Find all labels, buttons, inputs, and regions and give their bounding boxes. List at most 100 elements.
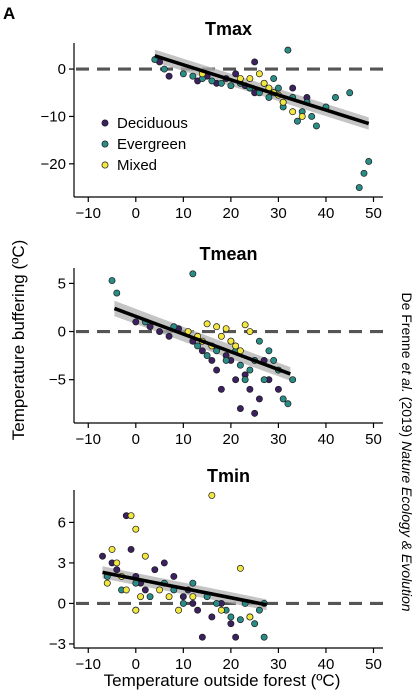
data-point-evergreen [260,376,268,384]
panel-title: Tmax [205,19,252,39]
data-point-evergreen [179,599,187,607]
data-point-evergreen [146,593,154,601]
data-point-deciduous [189,599,197,607]
x-tick-label: 40 [318,656,335,673]
data-point-deciduous [198,347,206,355]
data-point-evergreen [222,356,230,364]
y-tick-label: −20 [41,156,66,173]
data-point-mixed [189,593,197,601]
data-point-mixed [217,606,225,614]
data-point-deciduous [99,552,106,560]
data-point-evergreen [203,352,211,360]
side-credit: De Frenne et al. (2019) Nature Ecology &… [399,292,415,611]
data-point-evergreen [189,270,197,278]
data-point-mixed [298,112,306,120]
data-point-deciduous [289,84,297,92]
panel-tmax: Tmax −10 0 10 20 30 40 50 0 −10 −20 Deciduous Evergr… [41,19,383,222]
data-point-evergreen [213,599,221,607]
x-tick-label: 20 [223,431,240,448]
data-point-mixed [289,108,297,116]
x-tick-label: −10 [76,431,101,448]
data-point-mixed [132,525,140,533]
data-point-evergreen [293,117,301,125]
data-point-mixed [208,491,216,499]
data-point-mixed [241,321,249,329]
data-point-evergreen [274,84,282,92]
data-point-deciduous [208,613,216,621]
data-point-mixed [246,328,254,335]
data-point-evergreen [108,277,116,284]
data-point-mixed [137,593,145,601]
y-tick-label: −10 [41,108,66,125]
data-point-evergreen [284,46,292,54]
data-point-deciduous [217,385,225,393]
data-point-deciduous [198,633,206,641]
data-point-deciduous [113,566,121,574]
x-tick-label: 10 [175,205,192,222]
data-point-evergreen [289,376,297,384]
data-point-deciduous [127,545,135,553]
data-point-evergreen [236,616,244,624]
data-point-deciduous [246,385,254,393]
data-point-deciduous [236,405,244,413]
data-point-deciduous [232,376,240,384]
y-tick-label: 0 [58,324,66,341]
x-tick-label: −10 [76,205,101,222]
data-point-deciduous [141,586,149,594]
data-point-evergreen [332,94,339,101]
data-point-evergreen [227,613,235,621]
data-point-evergreen [346,89,354,97]
x-tick-label: 50 [365,205,382,222]
x-tick-label: −10 [76,656,101,673]
y-tick-label: 3 [58,555,66,572]
data-point-evergreen [160,65,168,73]
data-point-mixed [246,613,254,621]
data-point-deciduous [251,409,259,417]
data-point-deciduous [251,58,259,66]
data-point-evergreen [236,361,244,369]
legend-marker-mixed [101,161,109,169]
x-tick-label: 10 [175,656,192,673]
x-tick-label: 40 [318,431,335,448]
data-point-mixed [222,325,230,333]
legend-label-mixed: Mixed [117,157,157,174]
data-point-evergreen [284,400,292,408]
data-point-evergreen [113,289,121,297]
data-point-evergreen [365,158,373,165]
data-point-evergreen [279,395,287,403]
x-tick-label: 10 [175,431,192,448]
data-point-deciduous [165,332,173,340]
shared-x-axis-label: Temperature outside forest (ºC) [104,671,341,690]
data-point-evergreen [255,606,263,614]
y-tick-label: 6 [58,514,66,531]
legend-label-evergreen: Evergreen [117,136,186,153]
y-tick-label: 5 [58,275,66,292]
data-point-evergreen [208,77,216,85]
data-point-deciduous [151,566,159,574]
data-point-deciduous [232,633,240,641]
legend: Deciduous Evergreen Mixed [101,115,188,174]
y-tick-label: −5 [49,372,66,389]
panel-title: Tmean [199,244,257,264]
y-tick-label: −3 [49,636,66,653]
data-point-evergreen [312,122,320,130]
data-point-mixed [236,564,244,572]
x-tick-label: 30 [270,656,287,673]
data-point-evergreen [251,620,259,628]
data-point-mixed [156,586,164,594]
data-point-mixed [279,98,287,106]
data-point-mixed [227,337,235,345]
data-point-evergreen [189,72,197,80]
y-tick-label: 0 [58,61,66,78]
trend-line [154,54,370,126]
data-point-mixed [260,79,268,87]
data-point-evergreen [179,70,187,78]
data-point-deciduous [156,328,164,335]
data-point-deciduous [208,356,216,364]
trend-line [113,306,291,376]
x-tick-label: 0 [132,431,140,448]
data-point-deciduous [194,606,202,614]
data-point-mixed [113,559,121,567]
data-point-evergreen [355,184,363,191]
